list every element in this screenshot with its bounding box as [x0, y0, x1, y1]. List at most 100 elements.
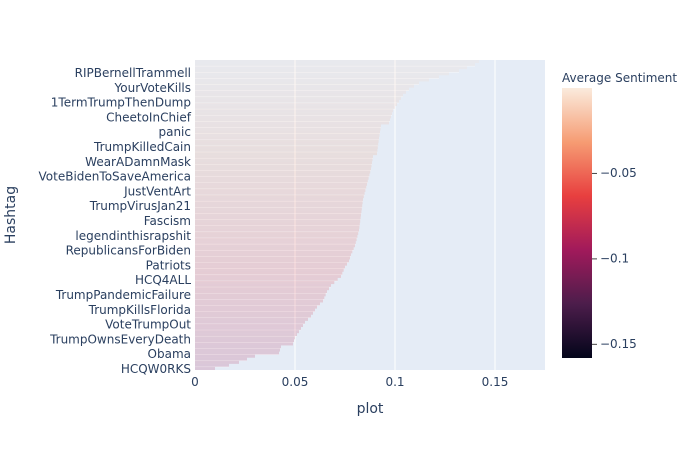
y-axis-title: Hashtag: [3, 186, 19, 244]
bar: [195, 354, 255, 358]
y-tick-label: TrumpOwnsEveryDeath: [49, 332, 191, 346]
bar: [195, 360, 239, 364]
bar: [195, 244, 355, 248]
colorbar-ticks: −0.05 −0.1 −0.15: [592, 166, 637, 351]
bar: [195, 256, 350, 260]
colorbar-tick-label: −0.1: [600, 251, 629, 265]
bar: [195, 290, 327, 294]
bar: [195, 176, 369, 180]
y-tick-label: VoteTrumpOut: [105, 318, 191, 332]
bar: [195, 280, 335, 285]
bar: [195, 149, 378, 153]
bar: [195, 145, 378, 150]
bar: [195, 234, 358, 239]
y-tick-label: TrumpPandemicFailure: [55, 288, 191, 302]
bar: [195, 216, 361, 220]
bar: [195, 173, 370, 177]
bar: [195, 268, 344, 272]
bars: [195, 60, 479, 370]
bar: [195, 191, 365, 196]
bar: [195, 195, 364, 199]
bar: [195, 296, 325, 300]
bar: [195, 155, 373, 159]
bar: [195, 136, 379, 140]
bar: [195, 90, 406, 94]
y-tick-label: TrumpKillsFlorida: [88, 303, 191, 317]
bar: [195, 93, 403, 97]
bar: [195, 112, 392, 116]
bar: [195, 342, 293, 346]
x-tick-label: 0: [191, 375, 199, 389]
bar: [195, 78, 429, 82]
bar: [195, 231, 359, 235]
bar: [195, 152, 377, 156]
y-tick-label: TrumpVirusJan21: [89, 199, 191, 213]
bar: [195, 305, 317, 309]
y-tick-label: JustVentArt: [123, 184, 191, 198]
plot-background: [195, 60, 545, 370]
bar: [195, 69, 459, 73]
bar: [195, 102, 397, 107]
bar: [195, 253, 351, 257]
bar: [195, 323, 303, 328]
bar: [195, 219, 361, 223]
bar: [195, 317, 308, 321]
bar: [195, 84, 414, 88]
bar: [195, 247, 354, 251]
bar: [195, 262, 347, 266]
bar: [195, 357, 247, 361]
bar: [195, 333, 297, 337]
y-tick-label: VoteBidenToSaveAmerica: [39, 170, 191, 184]
bar: [195, 238, 357, 242]
y-tick-label: RepublicansForBiden: [66, 244, 191, 258]
bar: [195, 99, 399, 103]
bar: [195, 213, 361, 217]
bar: [195, 133, 380, 137]
bar: [195, 127, 381, 131]
bar: [195, 284, 331, 288]
bar: [195, 109, 393, 113]
bar: [195, 66, 467, 70]
colorbar-gradient: [562, 88, 592, 358]
bar: [195, 207, 362, 211]
colorbar-title: Average Sentiment: [562, 71, 677, 85]
bar: [195, 222, 360, 226]
bar: [195, 302, 320, 306]
bar: [195, 271, 343, 275]
bar: [195, 158, 373, 162]
bar: [195, 204, 363, 208]
bar: [195, 164, 372, 168]
bar: [195, 60, 479, 64]
bar: [195, 81, 419, 85]
x-tick-label: 0.15: [482, 375, 509, 389]
x-tick-labels: 0 0.05 0.1 0.15: [191, 375, 508, 389]
bar: [195, 198, 363, 202]
bar: [195, 274, 341, 278]
bar: [195, 345, 281, 349]
bar: [195, 287, 329, 291]
y-tick-label: HCQW0RKS: [121, 362, 191, 376]
bar: [195, 185, 367, 189]
bar: [195, 87, 409, 91]
bar: [195, 348, 280, 352]
bar: [195, 265, 345, 269]
y-tick-label: 1TermTrumpThenDump: [51, 96, 191, 110]
y-tick-label: Obama: [148, 347, 191, 361]
bar: [195, 241, 356, 245]
y-tick-label: legendinthisrapshit: [75, 229, 191, 243]
y-tick-label: HCQ4ALL: [135, 273, 191, 287]
bar: [195, 311, 313, 315]
bar: [195, 75, 439, 79]
bar: [195, 277, 338, 281]
bar: [195, 293, 326, 297]
colorbar-tick-label: −0.15: [600, 337, 637, 351]
y-tick-label: Fascism: [144, 214, 191, 228]
bar: [195, 336, 295, 340]
y-tick-label: YourVoteKills: [114, 81, 191, 95]
bar: [195, 228, 359, 232]
bar: [195, 363, 229, 367]
bar: [195, 139, 379, 143]
bar: [195, 170, 371, 174]
bar: [195, 167, 371, 171]
